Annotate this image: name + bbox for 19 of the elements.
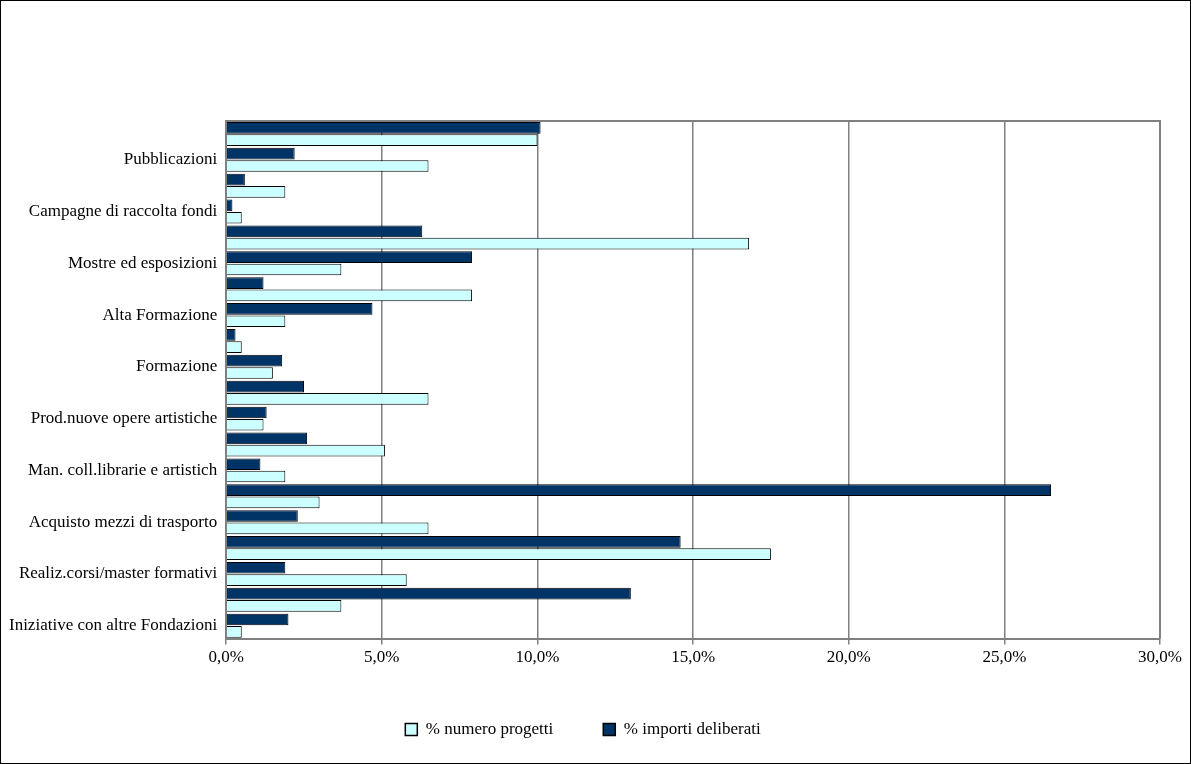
x-tick-label: 10,0% xyxy=(515,647,560,667)
y-tick-label: Pubblicazioni xyxy=(123,149,218,169)
y-tick-label: Man. coll.librarie e artistich xyxy=(27,459,218,479)
y-tick-label: Realiz.corsi/master formativi xyxy=(18,563,218,583)
y-tick-label: Formazione xyxy=(135,356,218,376)
y-tick-label: Acquisto mezzi di trasporto xyxy=(28,511,218,531)
y-tick-label: Alta Formazione xyxy=(102,304,218,324)
y-tick-label: Campagne di raccolta fondi xyxy=(28,201,218,221)
x-tick-label: 30,0% xyxy=(1138,647,1182,667)
y-tick-label: Mostre ed esposizioni xyxy=(67,252,218,272)
y-tick-label: Prod.nuove opere artistiche xyxy=(30,408,218,428)
x-tick-label: 15,0% xyxy=(671,647,716,667)
legend-label: % numero progetti xyxy=(425,718,554,738)
y-tick-label: Iniziative con altre Fondazioni xyxy=(8,615,218,635)
x-tick-label: 25,0% xyxy=(982,647,1027,667)
x-tick-label: 20,0% xyxy=(826,647,871,667)
x-tick-label: 5,0% xyxy=(364,647,400,667)
x-tick-label: 0,0% xyxy=(208,647,244,667)
legend-label: % importi deliberati xyxy=(623,718,761,738)
